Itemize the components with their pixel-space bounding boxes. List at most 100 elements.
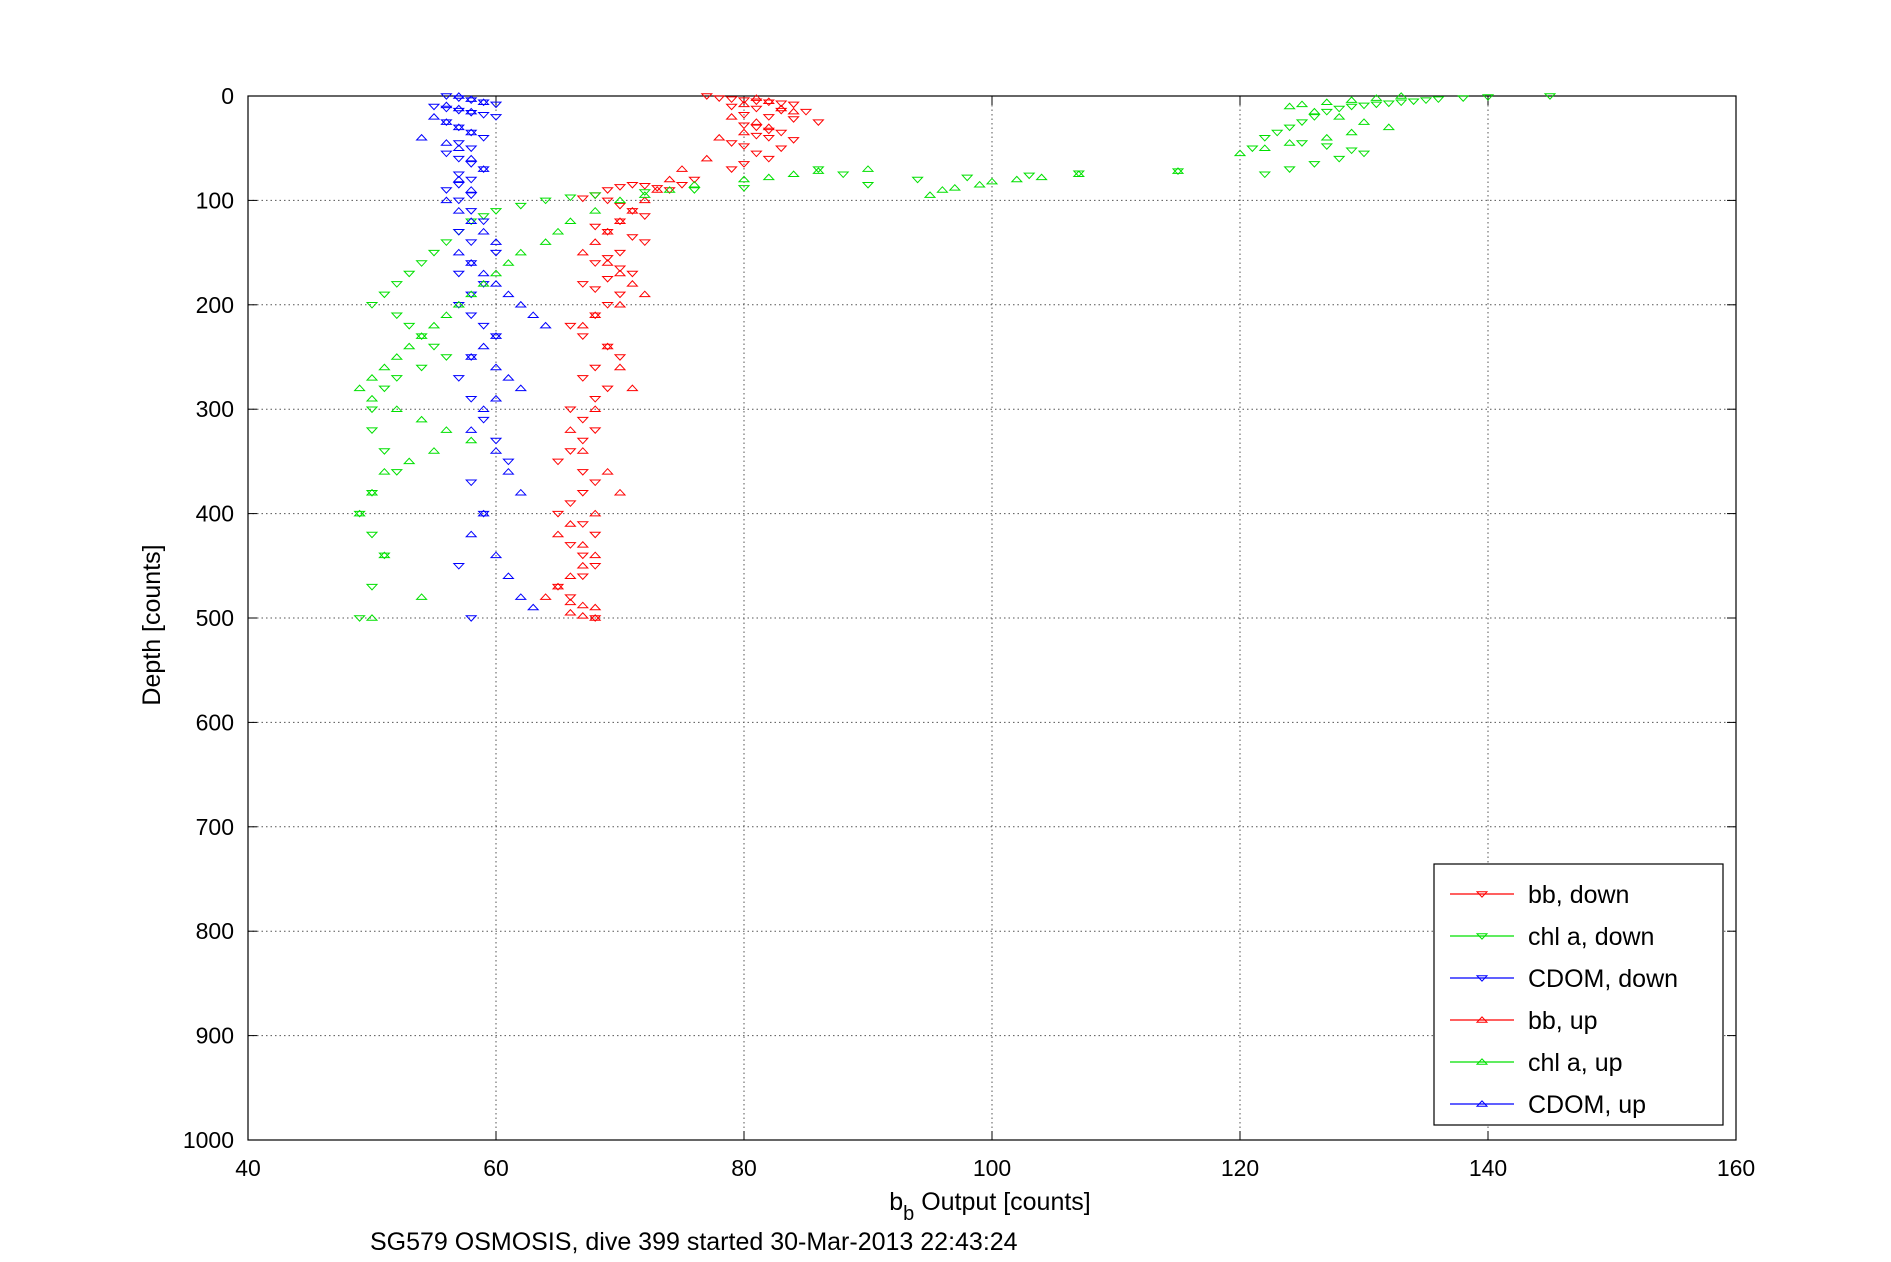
data-point	[601, 302, 614, 309]
data-point	[502, 467, 515, 475]
data-point	[589, 405, 602, 412]
data-point	[452, 124, 465, 132]
data-point	[564, 520, 577, 527]
data-point	[564, 594, 577, 602]
legend-label: chl a, down	[1528, 923, 1654, 951]
data-point	[452, 123, 465, 131]
data-point	[1283, 102, 1296, 110]
data-point	[576, 437, 589, 445]
data-point	[1072, 170, 1085, 178]
data-point	[812, 166, 825, 173]
legend-marker	[1475, 1100, 1489, 1107]
data-point	[489, 280, 503, 287]
data-point	[489, 101, 503, 109]
data-point	[440, 118, 453, 125]
data-point	[477, 405, 490, 412]
data-point	[750, 94, 763, 101]
data-point	[1320, 143, 1333, 150]
data-point	[775, 129, 788, 137]
data-point	[514, 384, 527, 392]
data-point	[440, 187, 453, 194]
data-point	[576, 469, 589, 476]
data-point	[477, 112, 490, 119]
caption: SG579 OSMOSIS, dive 399 started 30-Mar-2…	[370, 1228, 1018, 1256]
data-point	[489, 114, 503, 121]
data-point	[415, 333, 428, 341]
data-point	[378, 291, 391, 299]
data-point	[613, 269, 627, 277]
data-point	[576, 248, 589, 256]
data-point	[812, 119, 825, 126]
data-point	[1345, 96, 1358, 103]
data-point	[440, 311, 453, 318]
data-point	[762, 114, 775, 121]
data-point	[465, 128, 478, 136]
data-point	[440, 196, 453, 204]
data-point	[1357, 118, 1371, 125]
data-point	[601, 467, 614, 475]
data-point	[576, 561, 589, 569]
data-point	[750, 118, 763, 125]
data-point	[465, 129, 478, 137]
data-point	[589, 427, 602, 434]
data-point	[688, 176, 701, 184]
data-point	[1233, 149, 1247, 157]
data-point	[589, 603, 602, 611]
data-point	[737, 112, 751, 119]
x-axis-label: bb Output [counts]	[889, 1188, 1091, 1225]
data-point	[465, 145, 478, 153]
data-point	[465, 436, 478, 444]
data-point	[725, 112, 738, 120]
data-point	[353, 384, 366, 392]
data-point	[390, 469, 403, 476]
data-point	[539, 197, 552, 205]
data-point	[1271, 129, 1284, 137]
data-point	[527, 603, 540, 611]
data-point	[477, 166, 490, 173]
data-marks	[353, 92, 1557, 622]
data-point	[1035, 173, 1048, 181]
data-point	[465, 426, 478, 433]
data-point	[762, 173, 775, 181]
data-point	[725, 166, 738, 173]
data-point	[353, 509, 366, 517]
data-point	[626, 208, 639, 215]
data-point	[737, 143, 751, 150]
data-point	[539, 593, 552, 600]
data-point	[477, 135, 490, 142]
data-point	[613, 488, 627, 496]
data-point	[1357, 150, 1371, 158]
data-point	[1345, 128, 1358, 136]
data-point	[737, 122, 751, 130]
data-point	[514, 202, 527, 210]
data-point	[589, 286, 602, 294]
data-point	[564, 542, 577, 549]
data-point	[365, 489, 379, 497]
data-point	[576, 541, 589, 548]
data-point	[440, 139, 453, 146]
data-point	[465, 353, 478, 360]
data-point	[589, 531, 602, 539]
data-point	[564, 322, 577, 330]
data-point	[551, 583, 565, 591]
legend-label: CDOM, down	[1528, 965, 1678, 993]
data-point	[775, 100, 788, 108]
data-point	[390, 353, 403, 360]
data-point	[502, 290, 515, 298]
data-point	[737, 185, 751, 192]
data-point	[514, 300, 527, 308]
data-point	[465, 208, 478, 215]
data-point	[961, 174, 974, 182]
data-point	[638, 189, 651, 196]
data-point	[1370, 94, 1383, 101]
data-point	[551, 227, 565, 235]
data-point	[1395, 92, 1408, 99]
data-point	[390, 312, 403, 320]
data-point	[378, 385, 391, 393]
data-point	[551, 458, 565, 466]
data-point	[613, 196, 627, 204]
data-point	[489, 269, 503, 277]
legend-marker	[1475, 891, 1489, 898]
data-point	[489, 447, 503, 454]
data-point	[762, 135, 775, 142]
